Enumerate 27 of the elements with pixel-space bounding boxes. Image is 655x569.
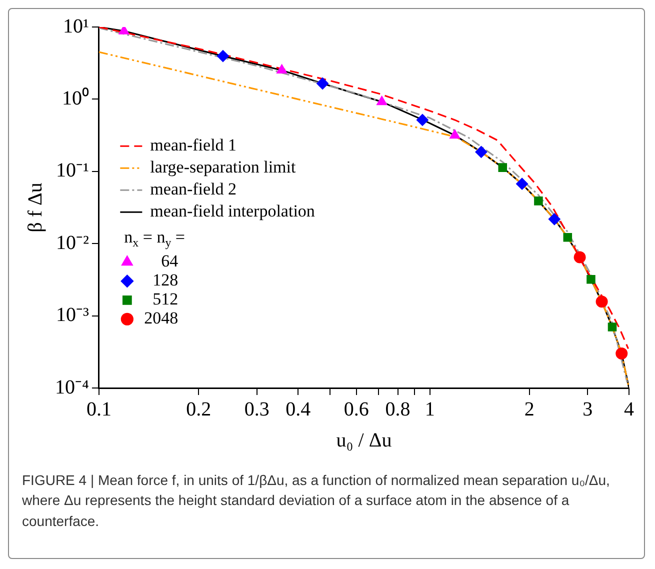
x-tick-label: 0.4 — [286, 398, 311, 420]
caption: FIGURE 4 | Mean force f, in units of 1/βΔu, as a function of normalized mean separation u₀/Δu, where Δu represents the height standard deviation of a surface atom in the absence of a counterface. — [22, 471, 611, 531]
legend-label: mean-field 2 — [150, 180, 237, 199]
y-tick-label: 10⁻¹ — [56, 160, 89, 182]
legend-label: mean-field interpolation — [150, 202, 316, 221]
y-tick-label: 10¹ — [62, 15, 89, 38]
y-tick-label: 10⁻³ — [56, 304, 89, 326]
y-tick-label: 10⁰ — [62, 86, 89, 110]
y-tick-label: 10⁻² — [56, 232, 89, 254]
x-tick-label: 0.8 — [385, 398, 410, 420]
x-tick-label: 3 — [582, 398, 593, 420]
x-tick-label: 0.2 — [186, 398, 212, 420]
x-tick-label: 2 — [524, 398, 534, 420]
legend-label: large-separation limit — [150, 158, 296, 177]
x-axis-title: u₀ / Δu — [336, 429, 392, 452]
x-tick-label: 0.6 — [344, 398, 369, 420]
legend-label: 2048 — [144, 308, 178, 328]
legend-label: mean-field 1 — [150, 136, 237, 155]
x-tick-label: 4 — [624, 398, 634, 420]
y-tick-label: 10⁻⁴ — [54, 376, 89, 398]
x-tick-label: 0.1 — [86, 398, 112, 420]
legend-label: 64 — [161, 252, 179, 271]
legend-label: 128 — [152, 270, 178, 290]
legend-label: 512 — [152, 290, 178, 309]
x-tick-label: 1 — [424, 398, 435, 420]
y-axis-title: β f Δu — [24, 182, 46, 232]
x-tick-label: 0.3 — [244, 398, 270, 420]
